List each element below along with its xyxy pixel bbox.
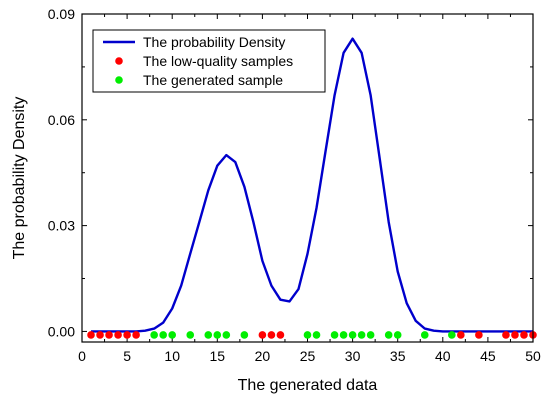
plot-series [87,37,537,339]
scatter-point [357,331,366,339]
x-tick-label: 15 [210,348,226,364]
x-tick-label: 45 [480,348,496,364]
legend-label: The low-quality samples [143,53,293,69]
scatter-point [393,331,402,339]
scatter-point [96,331,104,339]
density-line [91,37,533,333]
legend-swatch-dot [115,57,123,65]
x-tick-label: 10 [164,348,180,364]
legend-swatch-dot [115,76,123,84]
x-axis-title: The generated data [238,377,378,394]
y-tick-label: 0.06 [48,112,75,128]
y-tick-label: 0.03 [48,218,75,234]
y-tick-labels: 0.00 0.03 0.06 0.09 [48,6,75,339]
x-tick-label: 5 [123,348,131,364]
scatter-point [204,331,213,339]
scatter-point [168,331,176,339]
scatter-point [186,331,195,339]
scatter-point [502,331,510,339]
scatter-point [384,331,393,339]
legend-box [92,29,326,93]
scatter-point [159,331,167,339]
scatter-point [114,331,122,339]
scatter-point [348,331,357,339]
scatter-point [366,331,375,339]
scatter-point [105,331,113,339]
scatter-point [330,331,339,339]
legend-label: The generated sample [143,72,283,88]
scatter-point [87,331,95,339]
legend-label: The probability Density [143,34,285,50]
scatter-point [267,331,276,339]
scatter-point [123,331,131,339]
scatter-point [475,331,483,339]
plot-frame [81,13,534,343]
scatter-point [240,331,249,339]
x-tick-label: 40 [435,348,451,364]
legend: The probability Density The low-quality s… [92,29,326,93]
y-tick-label: 0.00 [48,323,75,339]
scatter-point [222,331,231,339]
x-tick-labels: 0 5 10 15 20 25 30 35 40 45 50 [78,348,541,364]
scatter-point [520,331,528,339]
scatter-point [213,331,222,339]
scatter-point [339,331,348,339]
x-tick-label: 50 [525,348,541,364]
scatter-point [312,331,321,339]
scatter-point [420,331,429,339]
x-tick-label: 25 [300,348,316,364]
scatter-point [457,331,465,339]
scatter-point [132,331,140,339]
scatter-point [511,331,519,339]
scatter-point [448,331,456,339]
scatter-point [258,331,267,339]
x-tick-label: 30 [345,348,361,364]
scatter-point [276,331,285,339]
scatter-point [303,331,312,339]
scatter-point [150,331,158,339]
x-tick-label: 0 [78,348,86,364]
x-tick-label: 35 [390,348,406,364]
x-tick-label: 20 [255,348,271,364]
y-axis-title: The probability Density [11,97,28,260]
y-tick-label: 0.09 [48,6,75,22]
